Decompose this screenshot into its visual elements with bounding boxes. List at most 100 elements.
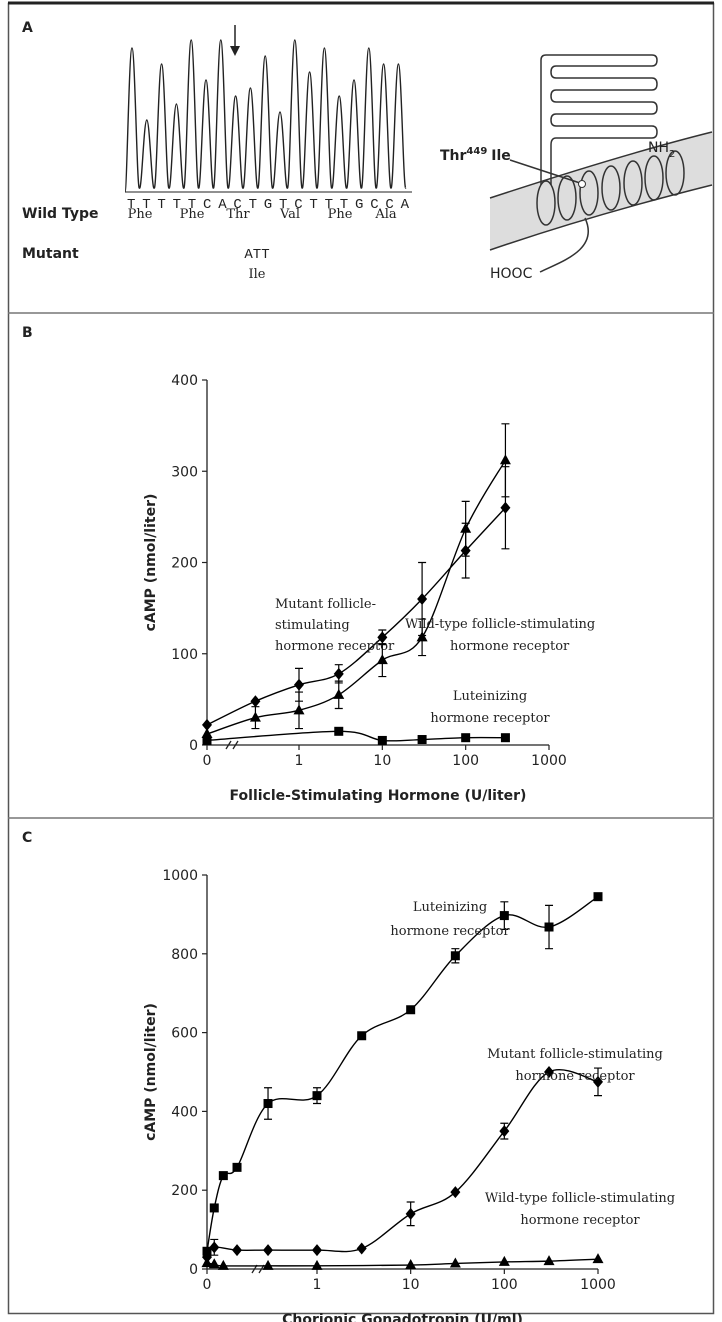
series-label: Luteinizing [413, 900, 487, 915]
series-label: hormone receptor [450, 639, 570, 654]
residues: Phe Phe Thr Val Phe Ala [128, 207, 397, 222]
x-tick-label: 1000 [580, 1277, 616, 1293]
n-terminus-text: NH [648, 140, 669, 156]
extracellular-domain [540, 54, 658, 185]
marker [461, 733, 471, 743]
chromatogram [124, 39, 412, 193]
fit-curve [206, 1069, 599, 1258]
y-tick-label: 300 [171, 464, 198, 480]
x-axis-title: Follicle-Stimulating Hormone (U/liter) [230, 788, 527, 804]
marker [405, 1259, 417, 1270]
y-axis-title: cAMP (nmol/liter) [143, 494, 159, 632]
marker [405, 1207, 416, 1220]
series-label: hormone receptor [275, 639, 395, 654]
axis-break [225, 740, 239, 750]
series-label: Wild-type follicle-stimulating [405, 617, 595, 632]
marker [449, 1257, 461, 1268]
marker [450, 1186, 461, 1199]
mutation-residue: Thr [440, 148, 467, 164]
marker [500, 501, 511, 514]
fit-curve [206, 507, 506, 726]
marker [498, 1255, 510, 1266]
marker [232, 1244, 243, 1257]
x-tick-label: 0 [203, 1277, 212, 1293]
y-tick-label: 200 [171, 556, 198, 572]
marker [499, 454, 511, 465]
sequence: TTTTTCACTGTCTTTGCCA [127, 197, 410, 213]
transmembrane-helix [644, 155, 664, 201]
transmembrane-helix [665, 150, 685, 196]
chart: B 0 100 200 300 400 0 1 10 100 1000 cAMP (nmol/lite… [22, 325, 595, 804]
x-tick-label: 1000 [531, 753, 567, 769]
marker [334, 726, 344, 736]
residue: Phe [328, 207, 353, 222]
marker [593, 1075, 603, 1088]
y-tick-label: 100 [171, 647, 198, 663]
marker [202, 718, 212, 731]
mutation-pointer [509, 159, 581, 184]
marker [208, 1258, 220, 1269]
marker [406, 1005, 416, 1015]
series-label: Luteinizing [453, 689, 527, 704]
series-label: hormone receptor [520, 1213, 640, 1228]
series-label: hormone receptor [430, 711, 550, 726]
marker [377, 735, 387, 745]
mutant-residue: Ile [249, 267, 266, 282]
marker [209, 1203, 219, 1213]
x-tick-label: 0 [203, 753, 212, 769]
marker [357, 1031, 367, 1041]
membrane-edge [489, 131, 713, 199]
transmembrane-helix [557, 175, 577, 221]
marker [544, 1066, 555, 1078]
y-tick-label: 800 [171, 947, 198, 963]
marker [249, 711, 261, 722]
y-tick-label: 1000 [162, 868, 198, 884]
y-axis-title: cAMP (nmol/liter) [143, 1003, 159, 1141]
marker [232, 1162, 242, 1172]
mutation-label: Thr449 Ile [440, 146, 511, 164]
marker [209, 1241, 220, 1254]
series-label: Mutant follicle- [275, 597, 376, 612]
marker [543, 1255, 555, 1266]
residue: Val [279, 207, 300, 222]
trace [124, 39, 407, 193]
transmembrane-helix [623, 160, 643, 206]
marker [417, 735, 427, 745]
marker [376, 654, 388, 665]
panel-label: B [22, 325, 33, 341]
series-label: hormone receptor [390, 924, 510, 939]
marker [262, 1259, 274, 1270]
marker [333, 667, 344, 680]
receptor-diagram [489, 54, 713, 273]
mutation-substitution: Ile [491, 148, 511, 164]
arrow-head [230, 46, 240, 56]
panel-label: C [22, 830, 32, 846]
marker [263, 1244, 274, 1257]
marker [250, 695, 261, 708]
mutant-codon: ATT [244, 247, 269, 263]
mutant-label: Mutant [22, 246, 79, 262]
c-tail [539, 217, 589, 273]
wild-type-label: Wild Type [22, 206, 98, 222]
marker [356, 1242, 367, 1255]
marker [201, 1257, 213, 1268]
x-tick-label: 100 [491, 1277, 518, 1293]
mutation-position: 449 [466, 146, 487, 157]
residue: Ala [374, 207, 397, 222]
marker [544, 922, 554, 932]
y-tick-label: 0 [189, 1262, 198, 1278]
y-tick-label: 400 [171, 1104, 198, 1120]
marker [499, 1125, 510, 1138]
marker [202, 735, 212, 745]
transmembrane-helix [579, 170, 599, 216]
x-tick-label: 100 [452, 753, 479, 769]
residue: Phe [180, 207, 205, 222]
x-tick-label: 10 [373, 753, 391, 769]
n-terminus: NH2 [648, 140, 675, 160]
marker [218, 1171, 228, 1181]
marker [293, 704, 305, 715]
marker [499, 911, 509, 921]
marker [294, 678, 304, 691]
